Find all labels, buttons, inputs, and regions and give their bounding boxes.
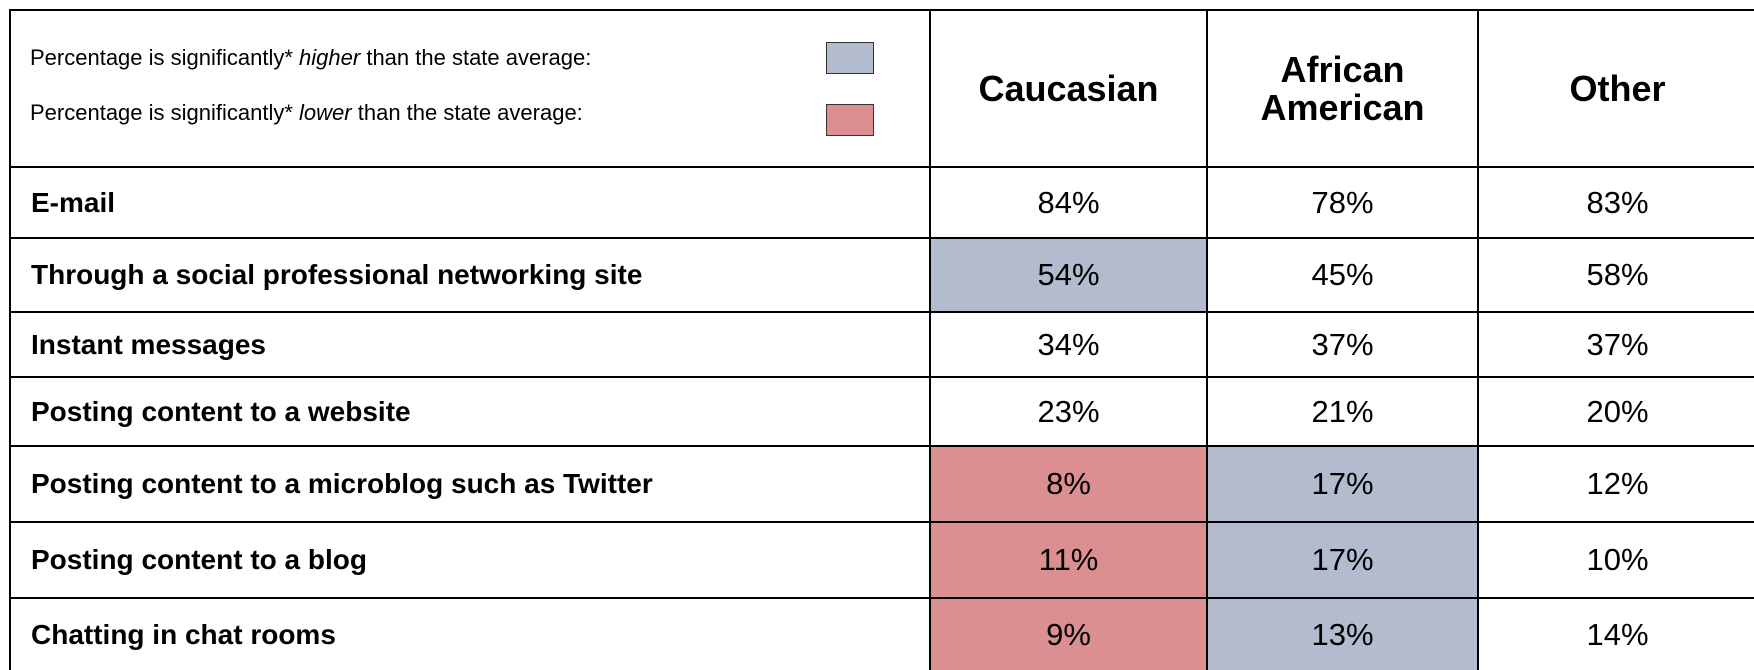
legend-swatch [826,42,874,74]
value-cell: 37% [1206,311,1477,376]
value-cell: 12% [1477,445,1754,521]
column-header: Other [1477,9,1754,166]
legend-after: than the state average: [366,45,592,70]
legend-before: Percentage is significantly* [30,100,293,125]
value-cell: 20% [1477,376,1754,445]
row-label: Instant messages [9,311,929,376]
value-cell: 10% [1477,521,1754,597]
row-label: Through a social professional networking… [9,237,929,311]
column-header: Caucasian [929,9,1206,166]
legend-emphasis: lower [299,100,352,125]
value-cell: 83% [1477,166,1754,237]
value-cell: 17% [1206,521,1477,597]
row-label: E-mail [9,166,929,237]
value-cell: 58% [1477,237,1754,311]
row-label: Chatting in chat rooms [9,597,929,670]
value-cell: 54% [929,237,1206,311]
value-cell: 8% [929,445,1206,521]
value-cell: 84% [929,166,1206,237]
value-cell: 14% [1477,597,1754,670]
row-label: Posting content to a blog [9,521,929,597]
value-cell: 9% [929,597,1206,670]
row-label: Posting content to a microblog such as T… [9,445,929,521]
legend-after: than the state average: [357,100,583,125]
legend-text: Percentage is significantly* higher than… [30,45,591,71]
legend-swatch [826,104,874,136]
value-cell: 78% [1206,166,1477,237]
legend-text: Percentage is significantly* lower than … [30,100,583,126]
row-label: Posting content to a website [9,376,929,445]
value-cell: 23% [929,376,1206,445]
legend-before: Percentage is significantly* [30,45,293,70]
value-cell: 34% [929,311,1206,376]
value-cell: 21% [1206,376,1477,445]
column-header: African American [1206,9,1477,166]
value-cell: 17% [1206,445,1477,521]
value-cell: 11% [929,521,1206,597]
value-cell: 13% [1206,597,1477,670]
value-cell: 37% [1477,311,1754,376]
value-cell: 45% [1206,237,1477,311]
legend-cell [9,9,929,166]
legend-emphasis: higher [299,45,361,70]
